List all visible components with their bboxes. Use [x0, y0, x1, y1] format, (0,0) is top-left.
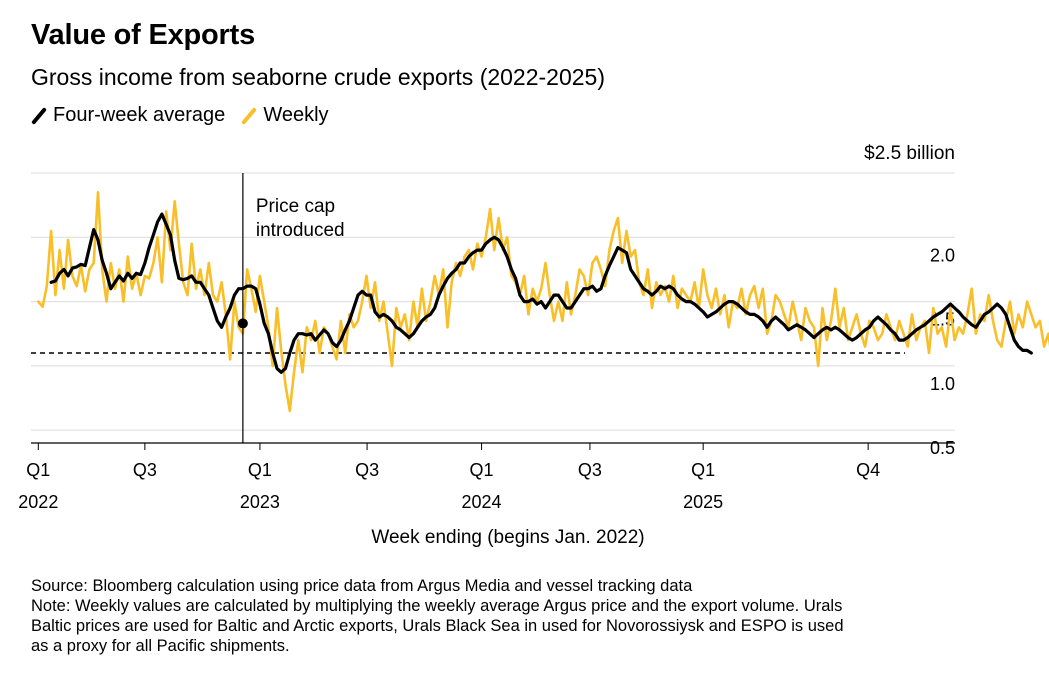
- legend: Four-week average Weekly: [31, 104, 345, 127]
- y-unit-label: $2.5 billion: [864, 143, 955, 164]
- price-cap-annotation: Price cap: [256, 196, 335, 217]
- chart-title: Value of Exports: [31, 19, 256, 51]
- note-line: as a proxy for all Pacific shipments.: [31, 637, 290, 655]
- footer: Source: Bloomberg calculation using pric…: [31, 576, 1011, 656]
- legend-item-four-week-average: Four-week average: [31, 104, 225, 127]
- y-tick-label: 2.0: [930, 245, 955, 265]
- x-tick-year-label: 2022: [18, 492, 58, 512]
- x-tick-label: Q1: [470, 460, 494, 480]
- price-cap-annotation: introduced: [256, 220, 345, 241]
- x-tick-label: Q3: [355, 460, 379, 480]
- y-tick-label: 1.0: [930, 374, 955, 394]
- x-tick-label: Q3: [578, 460, 602, 480]
- y-tick-label: 0.5: [930, 438, 955, 458]
- legend-label: Weekly: [263, 104, 329, 126]
- four-week-average-swatch-icon: [31, 106, 47, 125]
- note-line: Baltic prices are used for Baltic and Ar…: [31, 617, 844, 635]
- x-tick-label: Q3: [133, 460, 157, 480]
- x-tick-year-label: 2023: [240, 492, 280, 512]
- chart-subtitle: Gross income from seaborne crude exports…: [31, 64, 606, 90]
- note-line: Note: Weekly values are calculated by mu…: [31, 597, 843, 615]
- x-axis-title: Week ending (begins Jan. 2022): [371, 527, 644, 548]
- x-tick-label: Q1: [691, 460, 715, 480]
- x-tick-year-label: 2024: [462, 492, 502, 512]
- legend-label: Four-week average: [53, 104, 226, 126]
- x-tick-label: Q4: [856, 460, 880, 480]
- weekly-series-line: [36, 190, 1049, 413]
- four-week-average-series-line: [49, 212, 1033, 374]
- weekly-swatch-icon: [241, 106, 258, 125]
- price-cap-marker: [237, 318, 248, 329]
- legend-item-weekly: Weekly: [241, 104, 329, 127]
- x-tick-label: Q1: [26, 460, 50, 480]
- x-tick-year-label: 2025: [683, 492, 723, 512]
- source-note: Source: Bloomberg calculation using pric…: [31, 577, 693, 595]
- x-tick-label: Q1: [248, 460, 272, 480]
